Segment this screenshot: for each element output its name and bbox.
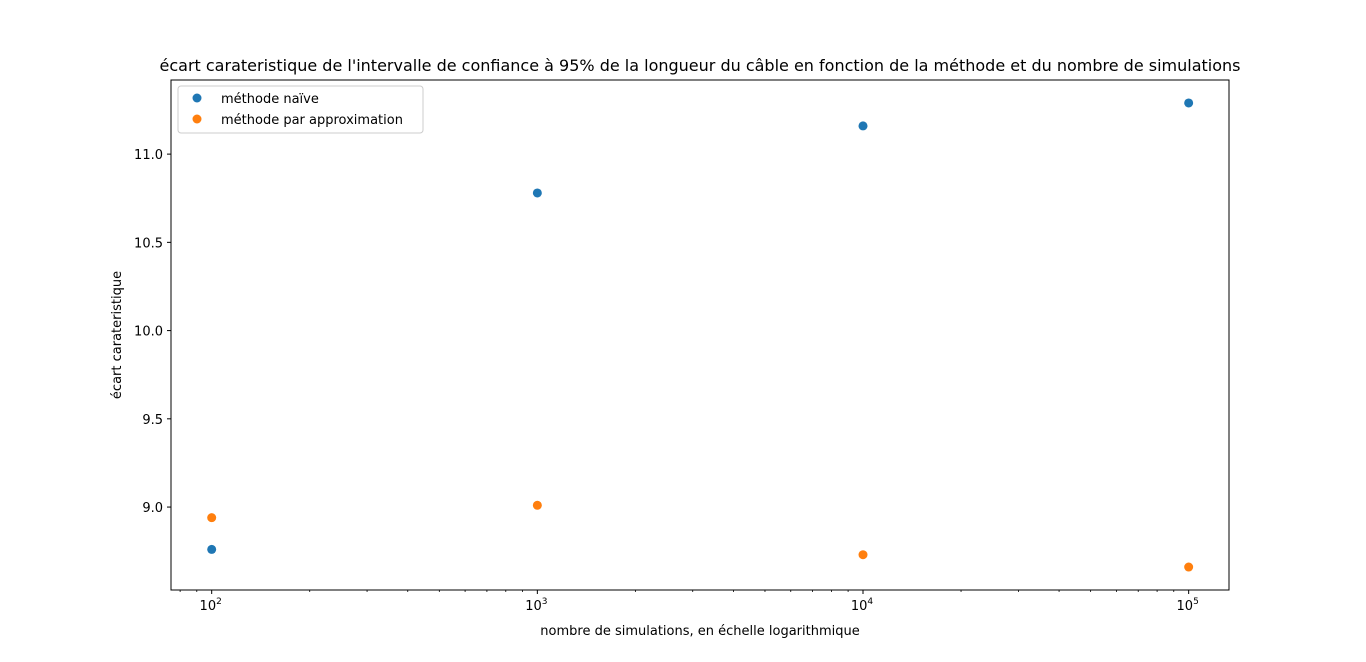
- data-point-series-2: [1184, 562, 1194, 572]
- data-points: [207, 98, 1194, 572]
- data-point-series-1: [858, 121, 868, 131]
- plot-frame: [170, 79, 1230, 591]
- data-point-series-1: [207, 544, 217, 554]
- y-tick-label: 9.0: [142, 501, 163, 516]
- chart-title: écart carateristique de l'intervalle de …: [160, 56, 1241, 75]
- legend-marker: [192, 93, 202, 103]
- y-tick-label: 10.0: [134, 325, 163, 340]
- data-point-series-2: [858, 550, 868, 560]
- legend-entry-label: méthode par approximation: [221, 113, 403, 128]
- legend-box: [177, 85, 424, 134]
- x-tick-label: 104: [851, 597, 874, 614]
- x-tick-label: 105: [1177, 597, 1199, 614]
- y-tick-label: 10.5: [134, 236, 163, 251]
- y-axis-label: écart carateristique: [110, 271, 125, 399]
- data-point-series-1: [1184, 98, 1194, 108]
- data-point-series-1: [532, 188, 542, 198]
- axes: 102 103 104 105 9.0 9.5 10.0 10.5 11.0: [134, 79, 1230, 614]
- data-point-series-2: [207, 513, 217, 523]
- x-tick-label: 103: [525, 597, 547, 614]
- data-point-series-2: [532, 500, 542, 510]
- legend-entry-label: méthode naïve: [221, 92, 319, 107]
- y-tick-label: 11.0: [134, 148, 163, 163]
- y-tick-label: 9.5: [142, 413, 163, 428]
- legend-marker: [192, 114, 202, 124]
- x-tick-label: 102: [200, 597, 222, 614]
- x-axis-label: nombre de simulations, en échelle logari…: [540, 624, 859, 639]
- legend: méthode naïve méthode par approximation: [177, 85, 424, 134]
